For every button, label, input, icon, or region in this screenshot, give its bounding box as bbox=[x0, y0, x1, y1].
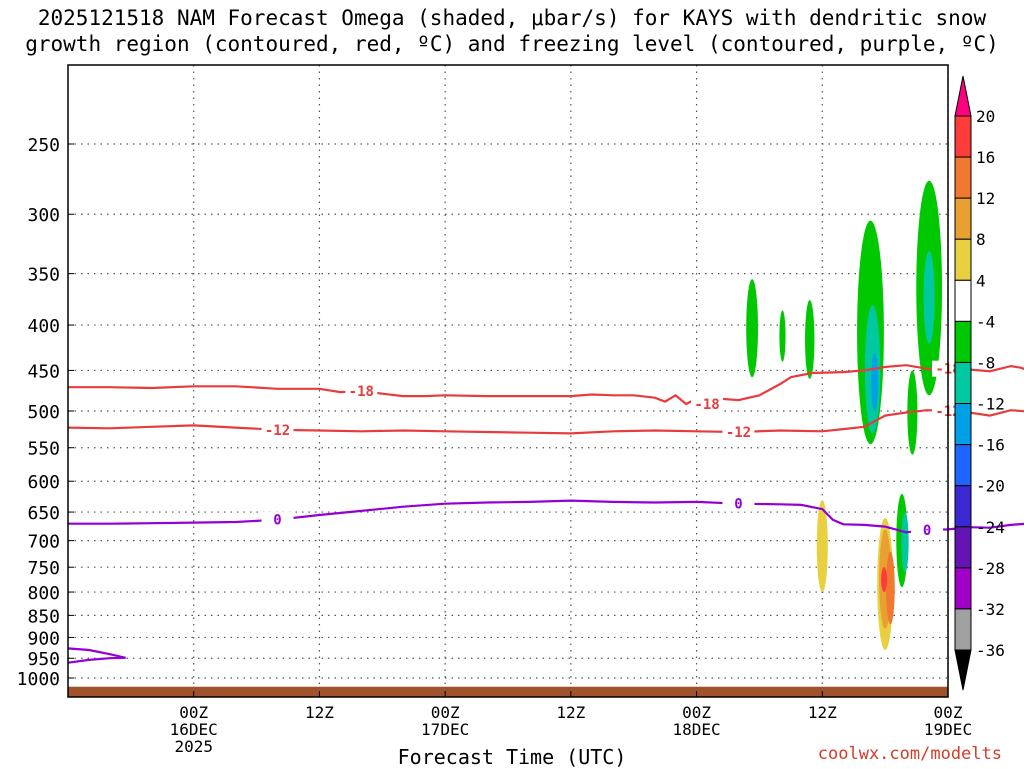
contour-label-bg bbox=[261, 421, 294, 438]
colorbar-label: -20 bbox=[976, 477, 1005, 496]
contour-freezing-level-low bbox=[67, 647, 126, 664]
x-tick-label: 2025 bbox=[174, 737, 213, 756]
contour-label-bg bbox=[722, 495, 755, 512]
omega-cell bbox=[881, 567, 888, 593]
colorbar-segment bbox=[954, 526, 972, 569]
omega-cell bbox=[804, 300, 815, 379]
y-tick-label: 850 bbox=[27, 606, 60, 627]
x-tick-label: 00Z bbox=[934, 703, 963, 722]
x-tick-label: 16DEC bbox=[170, 720, 218, 739]
y-tick-label: 700 bbox=[27, 532, 60, 553]
x-tick-label: 00Z bbox=[179, 703, 208, 722]
contour-freezing-level bbox=[68, 499, 1024, 534]
contour-label-bg bbox=[691, 396, 724, 413]
y-tick-label: 250 bbox=[27, 135, 60, 156]
y-tick-label: 500 bbox=[27, 402, 60, 423]
colorbar-segment bbox=[954, 197, 972, 240]
omega-cell bbox=[779, 310, 786, 362]
contour-label: -18 bbox=[694, 397, 719, 413]
chart-title-line-2: growth region (contoured, red, ºC) and f… bbox=[25, 32, 999, 56]
y-tick-label: 1000 bbox=[17, 669, 60, 690]
y-tick-label: 800 bbox=[27, 583, 60, 604]
y-tick-label: 650 bbox=[27, 503, 60, 524]
contour-label: 0 bbox=[273, 513, 281, 529]
omega-cell bbox=[923, 250, 935, 344]
y-tick-label: 950 bbox=[27, 649, 60, 670]
x-tick-label: 19DEC bbox=[924, 720, 972, 739]
colorbar-segment bbox=[954, 115, 972, 158]
y-tick-label: 300 bbox=[27, 205, 60, 226]
watermark: coolwx.com/modelts bbox=[817, 744, 1002, 764]
plot-frame bbox=[67, 64, 949, 698]
colorbar-label: -32 bbox=[976, 600, 1005, 619]
terrain-fill bbox=[68, 686, 948, 697]
y-tick-label: 900 bbox=[27, 628, 60, 649]
omega-cell bbox=[886, 551, 895, 625]
omega-cell bbox=[901, 512, 909, 573]
colorbar-label: 20 bbox=[976, 107, 995, 126]
contour-label: -12 bbox=[265, 423, 290, 439]
colorbar-segment bbox=[954, 238, 972, 281]
colorbar-segment bbox=[954, 320, 972, 363]
colorbar-label: -28 bbox=[976, 559, 1005, 578]
colorbar-segment bbox=[954, 403, 972, 446]
colorbar-segment bbox=[954, 567, 972, 610]
y-tick-label: 450 bbox=[27, 361, 60, 382]
contour-label: 0 bbox=[734, 497, 742, 513]
omega-cell bbox=[871, 352, 879, 411]
colorbar-label: -8 bbox=[976, 353, 995, 372]
colorbar-label: -4 bbox=[976, 312, 995, 331]
omega-cell bbox=[816, 500, 828, 593]
colorbar-top-arrow bbox=[954, 75, 972, 117]
contour-label-bg bbox=[261, 511, 294, 528]
colorbar-segment bbox=[954, 444, 972, 487]
x-axis-title: Forecast Time (UTC) bbox=[397, 745, 627, 769]
colorbar-label: 8 bbox=[976, 230, 986, 249]
colorbar-label: -16 bbox=[976, 436, 1005, 455]
contour-label-bg bbox=[345, 383, 378, 400]
x-tick-label: 12Z bbox=[808, 703, 837, 722]
colorbar-label: 4 bbox=[976, 271, 986, 290]
y-tick-label: 400 bbox=[27, 316, 60, 337]
y-tick-label: 350 bbox=[27, 265, 60, 286]
colorbar-segment bbox=[954, 485, 972, 528]
x-tick-label: 18DEC bbox=[672, 720, 720, 739]
colorbar-label: 12 bbox=[976, 189, 995, 208]
colorbar-segment bbox=[954, 279, 972, 322]
omega-cell bbox=[746, 279, 758, 378]
contour-label-bg bbox=[722, 423, 755, 440]
contour-label: -18 bbox=[349, 384, 374, 400]
colorbar-segment bbox=[954, 361, 972, 405]
x-tick-label: 00Z bbox=[431, 703, 460, 722]
x-tick-label: 12Z bbox=[305, 703, 334, 722]
colorbar-bottom-arrow bbox=[954, 649, 972, 691]
colorbar-label: -36 bbox=[976, 641, 1005, 660]
colorbar-label: 16 bbox=[976, 148, 995, 167]
chart-title-line-1: 2025121518 NAM Forecast Omega (shaded, μ… bbox=[37, 6, 987, 30]
y-tick-label: 600 bbox=[27, 472, 60, 493]
contour-label: -12 bbox=[726, 425, 751, 441]
y-tick-label: 750 bbox=[27, 558, 60, 579]
colorbar-segment bbox=[954, 608, 972, 651]
colorbar-label: -24 bbox=[976, 518, 1005, 537]
x-tick-label: 12Z bbox=[556, 703, 585, 722]
y-tick-label: 550 bbox=[27, 439, 60, 460]
colorbar-segment bbox=[954, 156, 972, 199]
contour-label-bg bbox=[911, 522, 944, 539]
contour-label: 0 bbox=[923, 523, 931, 539]
colorbar-label: -12 bbox=[976, 395, 1005, 414]
x-tick-label: 17DEC bbox=[421, 720, 469, 739]
contour-dgz-lower bbox=[67, 409, 1024, 435]
x-tick-label: 00Z bbox=[682, 703, 711, 722]
